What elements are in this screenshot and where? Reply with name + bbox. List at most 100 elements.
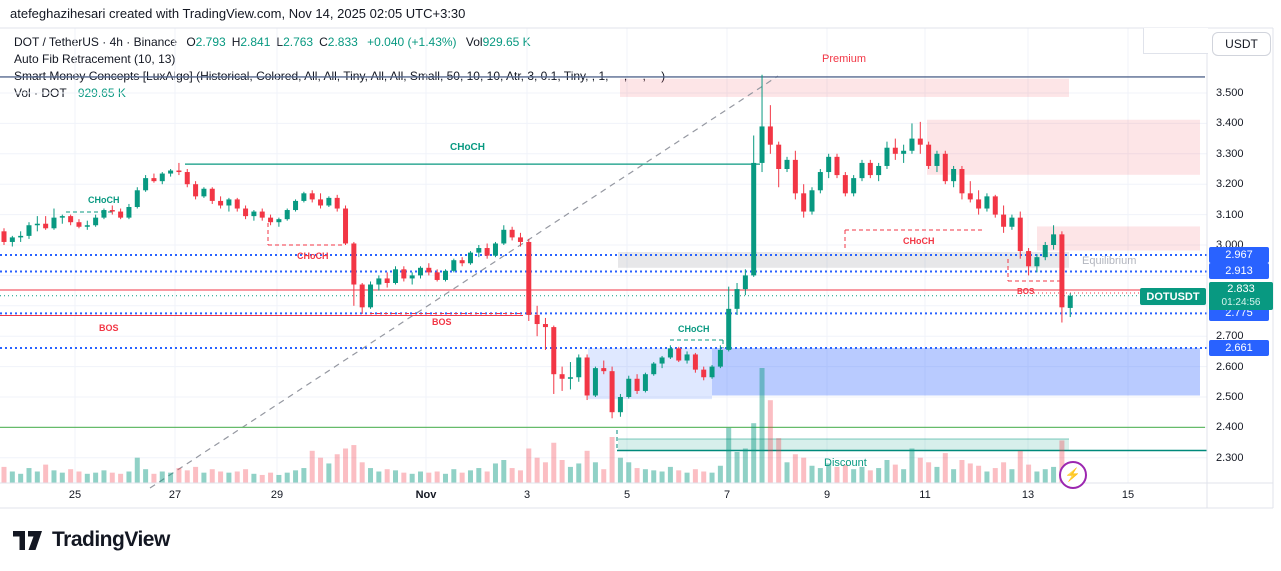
ohlc-value: 2.841 <box>240 35 271 49</box>
volume-bar <box>301 468 307 483</box>
candle-up <box>476 248 482 253</box>
volume-bar <box>584 450 590 483</box>
candle-up <box>734 289 740 309</box>
volume-bar <box>1017 450 1023 483</box>
candle-up <box>1034 257 1040 267</box>
candle-down <box>551 327 557 375</box>
volume-bar <box>134 457 140 483</box>
smc-annotation-choch: CHoCH <box>297 251 329 261</box>
indicator-legend-fib[interactable]: Auto Fib Retracement (10, 13) <box>14 52 176 66</box>
volume-bar <box>601 469 607 483</box>
time-tick-label: 25 <box>68 489 82 501</box>
volume-bar <box>967 463 973 483</box>
volume-bar <box>243 469 249 483</box>
candle-down <box>434 272 440 280</box>
candle-up <box>26 225 32 236</box>
volume-bar <box>193 466 199 483</box>
volume-bar <box>909 448 915 483</box>
volume-bar <box>34 471 40 483</box>
volume-bar <box>93 472 99 483</box>
candle-down <box>959 169 965 194</box>
volume-bar <box>876 468 882 483</box>
candle-up <box>34 223 40 226</box>
smc-annotation-bos: BOS <box>432 317 452 327</box>
tradingview-logo[interactable]: TradingView <box>13 528 170 552</box>
volume-bar <box>501 460 507 483</box>
volume-bar <box>826 463 832 483</box>
candle-up <box>901 150 907 154</box>
volume-bar <box>234 471 240 483</box>
candle-down <box>234 199 240 209</box>
candle-up <box>59 216 65 218</box>
symbol-legend-row[interactable]: DOT / TetherUS · 4h · Binance O2.793 H2.8… <box>14 35 531 49</box>
level-price-badge: 2.661 <box>1209 340 1269 357</box>
ohlc-label: L <box>276 35 284 49</box>
currency-toggle-button[interactable]: USDT <box>1212 32 1271 56</box>
volume-bar <box>409 473 415 483</box>
candle-down <box>401 269 407 279</box>
candle-up <box>293 200 299 211</box>
volume-bar <box>759 368 765 483</box>
volume-bar <box>1026 464 1032 483</box>
volume-bar <box>393 470 399 483</box>
candle-down <box>634 378 640 391</box>
candle-down <box>459 260 465 264</box>
candle-down <box>992 196 998 215</box>
volume-bar <box>509 468 515 483</box>
price-tick-label: 3.300 <box>1216 147 1244 160</box>
candle-down <box>692 354 698 370</box>
volume-bar <box>276 474 282 483</box>
candle-down <box>309 193 315 200</box>
candle-up <box>301 193 307 201</box>
smc-annotation-bos: BOS <box>99 323 119 333</box>
candle-up <box>884 147 890 166</box>
candle-up <box>667 348 673 358</box>
indicator-legend-smc[interactable]: Smart Money Concepts [LuxAlgo] (Historic… <box>14 69 666 83</box>
volume-bar <box>517 470 523 483</box>
volume-bar <box>767 400 773 483</box>
volume-bar <box>926 462 932 483</box>
candle-down <box>118 211 124 218</box>
volume-bar <box>168 472 174 483</box>
volume-bar <box>376 471 382 483</box>
volume-bar <box>326 463 332 483</box>
candle-down <box>559 374 565 379</box>
volume-bar <box>1001 462 1007 483</box>
volume-bar <box>617 457 623 483</box>
candle-down <box>176 170 182 173</box>
volume-bar <box>651 470 657 483</box>
discount-zone <box>618 438 1069 451</box>
time-tick-label: 3 <box>523 489 531 501</box>
candle-up <box>742 275 748 290</box>
candle-up <box>159 173 165 182</box>
volume-bar <box>576 463 582 483</box>
volume-bar <box>1051 466 1057 483</box>
volume-bar <box>984 471 990 483</box>
symbol-price-tag: DOTUSDT <box>1140 288 1206 305</box>
candle-up <box>1042 245 1048 258</box>
lightning-icon[interactable]: ⚡ <box>1059 461 1087 489</box>
volume-bar <box>976 465 982 483</box>
candle-up <box>467 252 473 264</box>
corner-notch <box>1143 28 1208 54</box>
candle-down <box>776 144 782 169</box>
candle-up <box>1051 234 1057 245</box>
candle-down <box>517 237 523 242</box>
volume-bar <box>201 472 207 483</box>
volume-bar <box>176 468 182 483</box>
smc-annotation-choch: CHoCH <box>450 142 485 153</box>
smc-annotation-discount: Discount <box>824 457 867 469</box>
volume-bar <box>867 470 873 483</box>
bar-countdown: 01:24:56 <box>1221 296 1261 308</box>
time-tick-label: 27 <box>168 489 182 501</box>
volume-bar <box>59 472 65 483</box>
candle-down <box>76 222 82 227</box>
volume-bar <box>18 473 24 483</box>
volume-bar <box>251 473 257 483</box>
time-tick-label: 13 <box>1021 489 1035 501</box>
volume-bar <box>451 469 457 483</box>
volume-bar <box>534 457 540 483</box>
price-tick-label: 2.300 <box>1216 451 1244 464</box>
volume-bar <box>109 472 115 483</box>
